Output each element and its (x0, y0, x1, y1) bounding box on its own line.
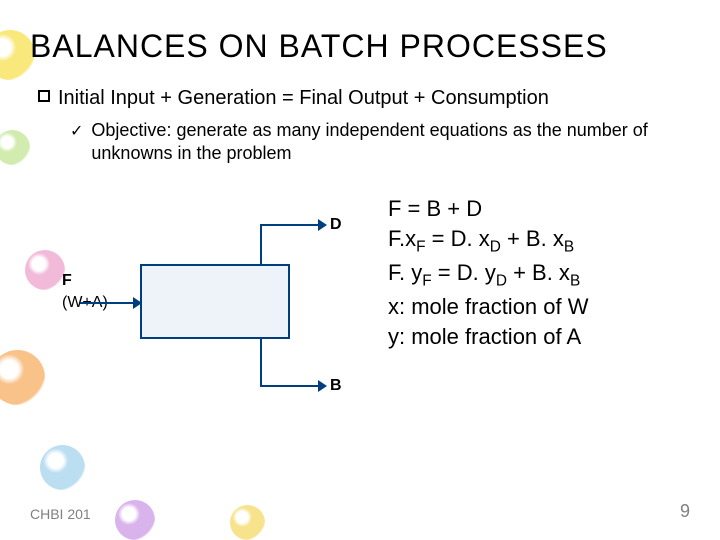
content-row: F (W+A) D B F = B + D F.xF = D. xD + B. … (30, 194, 690, 424)
square-bullet-icon (38, 90, 50, 102)
eq2-s3: B (564, 238, 574, 255)
check-icon: ✓ (70, 121, 83, 141)
equations-block: F = B + D F.xF = D. xD + B. xB F. yF = D… (380, 194, 690, 424)
eq2-c: + B. x (501, 226, 564, 251)
sub-bullet-text: Objective: generate as many independent … (91, 119, 690, 164)
sub-bullet: ✓ Objective: generate as many independen… (70, 119, 690, 164)
eq-2: F.xF = D. xD + B. xB (388, 224, 690, 258)
eq2-b: = D. x (426, 226, 490, 251)
eq-5: y: mole fraction of A (388, 322, 690, 352)
eq-3: F. yF = D. yD + B. xB (388, 258, 690, 292)
d-label: D (330, 216, 342, 234)
process-box (140, 264, 290, 339)
slide-title: BALANCES ON BATCH PROCESSES (30, 28, 690, 65)
eq2-s1: F (416, 238, 425, 255)
feed-label: F (62, 272, 72, 290)
b-arrow-vert (260, 337, 262, 387)
d-arrow-head-icon (318, 219, 327, 231)
eq3-s1: F (422, 272, 431, 289)
b-arrow-head-icon (318, 380, 327, 392)
slide-container: BALANCES ON BATCH PROCESSES Initial Inpu… (0, 0, 720, 540)
b-label: B (330, 377, 342, 395)
bullet-text: Initial Input + Generation = Final Outpu… (58, 85, 549, 111)
eq3-a: F. y (388, 260, 422, 285)
main-bullet: Initial Input + Generation = Final Outpu… (38, 85, 690, 111)
eq-4: x: mole fraction of W (388, 292, 690, 322)
eq3-b: = D. y (432, 260, 496, 285)
feed-arrow-line (80, 302, 135, 304)
d-arrow-horz (260, 224, 320, 226)
eq2-a: F.x (388, 226, 416, 251)
eq3-s3: B (570, 272, 580, 289)
eq-1: F = B + D (388, 194, 690, 224)
b-arrow-horz (260, 385, 320, 387)
eq2-s2: D (490, 238, 501, 255)
footer-course: CHBI 201 (30, 506, 91, 522)
process-diagram: F (W+A) D B (30, 194, 380, 424)
footer-page-number: 9 (680, 501, 690, 522)
d-arrow-vert (260, 224, 262, 266)
eq3-c: + B. x (507, 260, 570, 285)
eq3-s2: D (496, 272, 507, 289)
